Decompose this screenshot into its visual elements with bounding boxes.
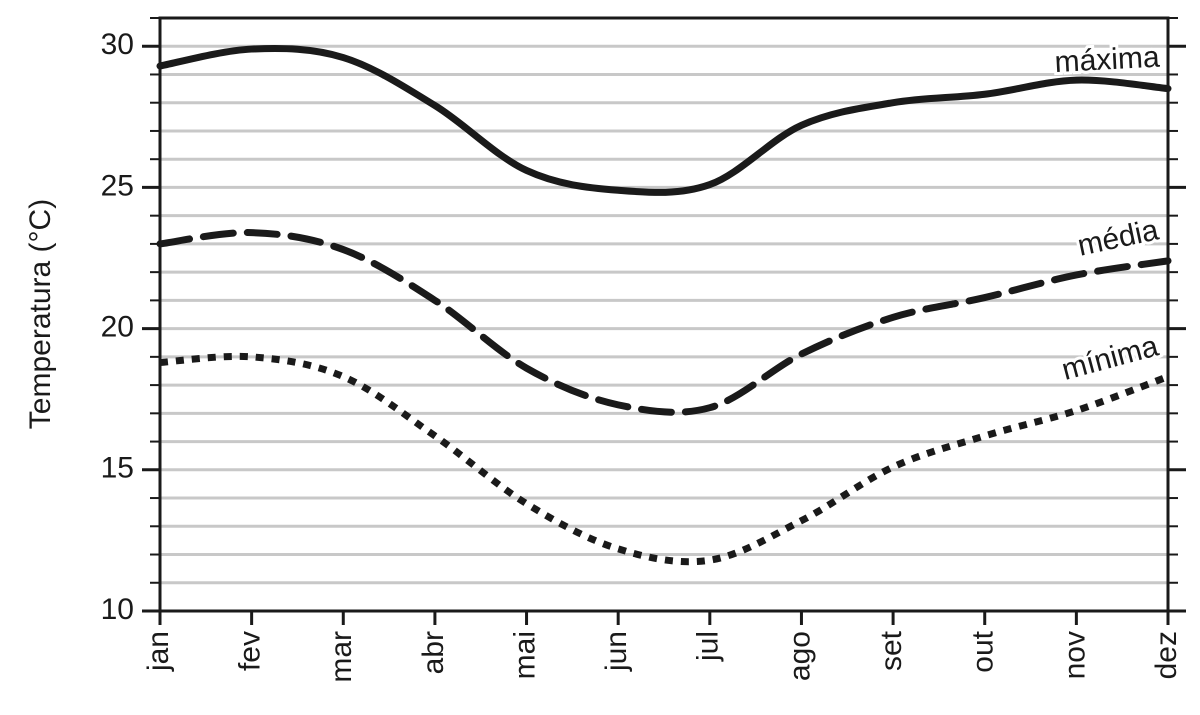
series-line xyxy=(159,352,1170,566)
y-tick-label: 10 xyxy=(101,593,134,626)
x-tick-label: ago xyxy=(783,631,816,681)
x-tick-label: mar xyxy=(325,631,358,683)
y-tick-label: 20 xyxy=(101,311,134,344)
series-label: mínima xyxy=(1058,329,1162,386)
series-label: média xyxy=(1075,213,1162,262)
x-tick-label: jan xyxy=(142,631,175,672)
x-tick-label: dez xyxy=(1150,631,1183,679)
x-tick-label: abr xyxy=(417,631,450,674)
x-tick-label: mai xyxy=(508,631,541,679)
series-line xyxy=(156,229,1172,416)
series-line xyxy=(156,44,1172,196)
x-tick-label: jun xyxy=(600,631,633,672)
x-tick-label: out xyxy=(967,630,1000,672)
y-axis-label: Temperatura (°C) xyxy=(24,199,57,429)
y-tick-label: 25 xyxy=(101,169,134,202)
x-tick-label: jul xyxy=(692,631,725,662)
x-tick-label: set xyxy=(875,630,908,671)
x-tick-label: fev xyxy=(234,631,267,671)
y-tick-label: 15 xyxy=(101,452,134,485)
plot-frame xyxy=(158,16,1170,613)
y-tick-label: 30 xyxy=(101,28,134,61)
x-tick-label: nov xyxy=(1058,631,1091,679)
series-label: máxima xyxy=(1054,41,1161,79)
